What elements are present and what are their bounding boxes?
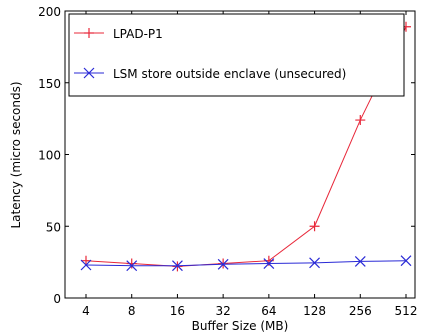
legend-label-lpad-p1: LPAD-P1 — [113, 27, 163, 41]
series-point-lpad-p1-8 — [126, 258, 137, 269]
series-point-lpad-p1-256 — [355, 115, 366, 126]
legend-box — [68, 13, 405, 97]
x-tick-label-512: 512 — [395, 304, 418, 318]
x-tick-label-256: 256 — [349, 304, 372, 318]
legend-marker-lpad-p1 — [84, 28, 94, 38]
legend-marker-lsm-store — [83, 67, 95, 79]
x-tick-label-32: 32 — [216, 304, 231, 318]
series-point-lsm-store-outside-enclave-unsecured-8 — [126, 260, 138, 272]
legend-entry-lpad-p1: LPAD-P1 — [74, 27, 163, 41]
series-line-lsm-store-outside-enclave-unsecured — [85, 260, 407, 267]
y-tick-label-0: 0 — [53, 292, 61, 306]
series-point-lsm-store-outside-enclave-unsecured-256 — [354, 255, 366, 267]
x-tick-label-128: 128 — [303, 304, 326, 318]
series-point-lpad-p1-128 — [309, 221, 320, 232]
series-point-lsm-store-outside-enclave-unsecured-128 — [309, 257, 320, 269]
series-point-lsm-store-outside-enclave-unsecured-512 — [400, 255, 412, 267]
x-tick-label-64: 64 — [261, 304, 276, 318]
legend-entry-lsm-store: LSM store outside enclave (unsecured) — [74, 67, 346, 81]
y-tick-label-100: 100 — [38, 149, 61, 163]
series-point-lpad-p1-4 — [81, 255, 91, 266]
x-tick-label-8: 8 — [128, 304, 136, 318]
x-tick-label-16: 16 — [170, 304, 185, 318]
series-point-lsm-store-outside-enclave-unsecured-16 — [172, 260, 183, 272]
y-tick-label-200: 200 — [38, 5, 61, 19]
series-line-lpad-p1 — [85, 26, 407, 267]
x-axis-label: Buffer Size (MB) — [192, 319, 289, 333]
y-axis-label: Latency (micro seconds) — [9, 81, 23, 228]
series-point-lsm-store-outside-enclave-unsecured-64 — [263, 258, 275, 269]
series-point-lsm-store-outside-enclave-unsecured-32 — [217, 258, 229, 270]
x-tick-label-4: 4 — [82, 304, 90, 318]
y-tick-label-50: 50 — [46, 220, 61, 234]
y-tick-label-150: 150 — [38, 77, 61, 91]
legend-label-lsm-store: LSM store outside enclave (unsecured) — [113, 67, 346, 81]
series-point-lsm-store-outside-enclave-unsecured-4 — [80, 259, 92, 271]
